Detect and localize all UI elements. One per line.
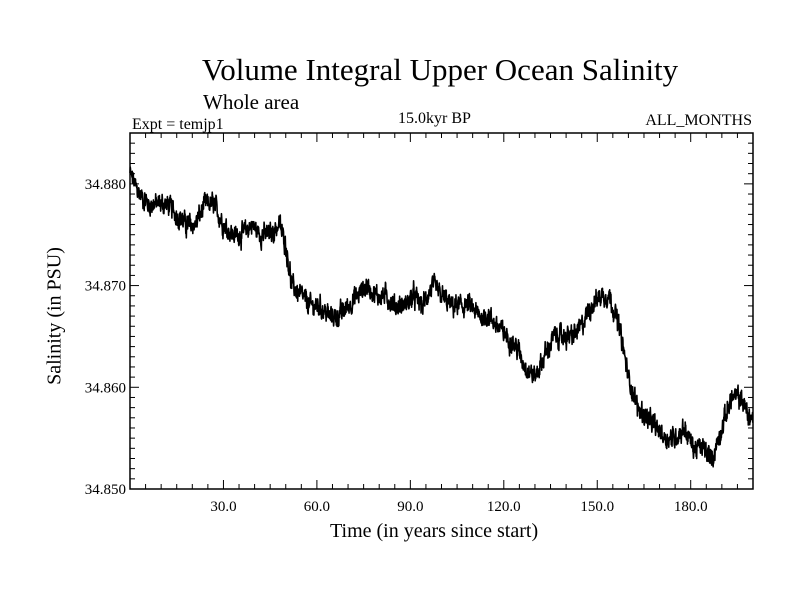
x-tick-label: 150.0 <box>580 499 614 515</box>
chart-subtitle: Whole area <box>203 90 300 114</box>
x-axis-label: Time (in years since start) <box>330 520 539 542</box>
period-label: 15.0kyr BP <box>398 110 471 127</box>
x-tick-label: 180.0 <box>674 499 708 515</box>
months-label: ALL_MONTHS <box>645 112 752 129</box>
x-tick-label: 60.0 <box>304 499 330 515</box>
y-tick-label: 34.850 <box>85 482 126 498</box>
x-tick-label: 30.0 <box>210 499 236 515</box>
series-line-salinity <box>129 166 754 468</box>
experiment-label: Expt = temjp1 <box>132 116 224 133</box>
y-tick-label: 34.880 <box>85 177 126 193</box>
plot-layer <box>129 166 754 468</box>
y-tick-label: 34.860 <box>85 380 126 396</box>
chart-title: Volume Integral Upper Ocean Salinity <box>201 52 679 87</box>
x-tick-label: 90.0 <box>397 499 423 515</box>
x-tick-label: 120.0 <box>487 499 521 515</box>
tick-layer: 30.0 60.0 90.0 120.0 150.0 180.0 34.850 34.860 3… <box>85 133 753 515</box>
y-tick-label: 34.870 <box>85 279 126 295</box>
